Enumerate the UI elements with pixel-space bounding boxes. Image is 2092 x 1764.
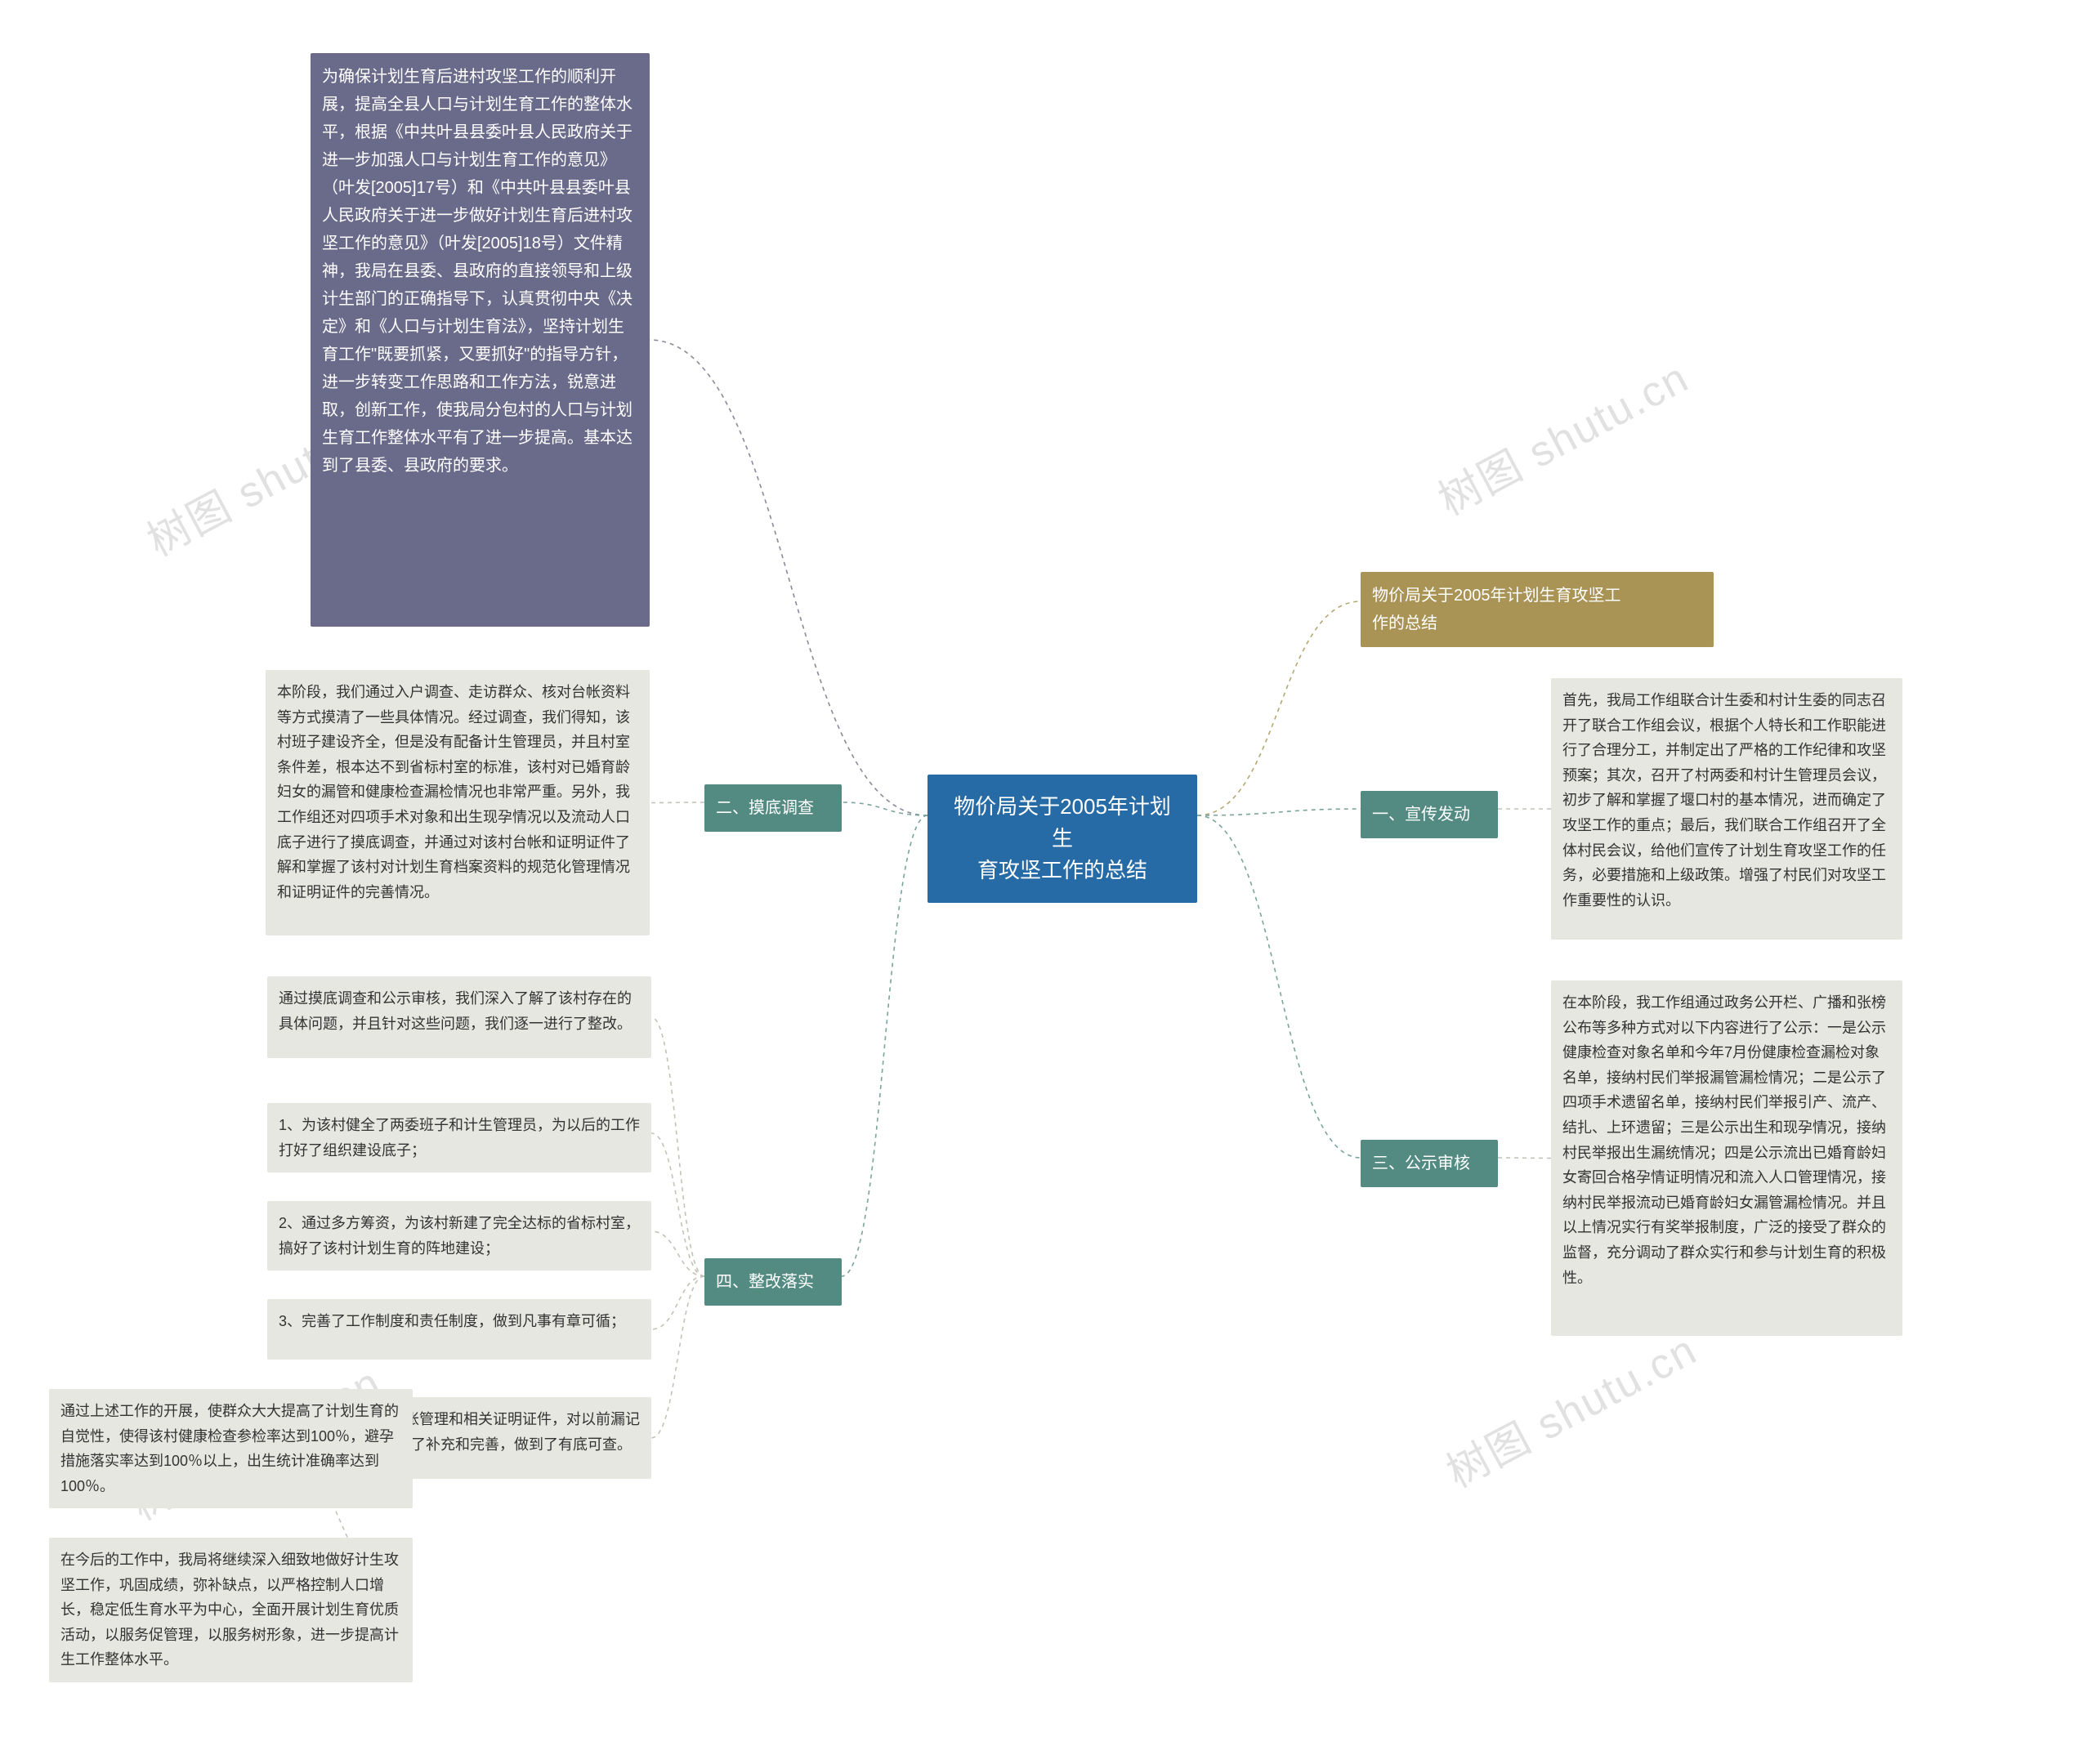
mindmap-canvas: 树图 shutu.cn树图 shutu.cn树图 shutu.cn树图 shut… [0, 0, 2092, 1764]
node-text: 3、完善了工作制度和责任制度，做到凡事有章可循； [279, 1313, 625, 1329]
node-text: 一、宣传发动 [1372, 806, 1470, 824]
connector [651, 1017, 704, 1276]
watermark: 树图 shutu.cn [1426, 344, 1698, 527]
node-text: 二、摸底调查 [716, 799, 814, 817]
connector [1197, 815, 1361, 1158]
connector [650, 802, 704, 803]
mindmap-node-s1: 一、宣传发动 [1361, 791, 1498, 838]
mindmap-node-s3d: 在本阶段，我工作组通过政务公开栏、广播和张榜公布等多种方式对以下内容进行了公示：… [1551, 980, 1902, 1336]
node-text: 在今后的工作中，我局将继续深入细致地做好计生攻坚工作，巩固成绩，弥补缺点，以严格… [60, 1552, 399, 1668]
connector [1197, 809, 1361, 815]
node-text: 物价局关于2005年计划生育攻坚工 作的总结 [1372, 587, 1621, 632]
node-text: 1、为该村健全了两委班子和计生管理员，为以后的工作打好了组织建设底子； [279, 1117, 640, 1159]
mindmap-node-s2d: 本阶段，我们通过入户调查、走访群众、核对台帐资料等方式摸清了一些具体情况。经过调… [266, 670, 650, 936]
mindmap-node-title_r: 物价局关于2005年计划生育攻坚工 作的总结 [1361, 572, 1714, 647]
node-text: 物价局关于2005年计划生 育攻坚工作的总结 [954, 794, 1171, 882]
node-text: 通过摸底调查和公示审核，我们深入了解了该村存在的具体问题，并且针对这些问题，我们… [279, 990, 632, 1032]
connector [1197, 601, 1361, 815]
watermark: 树图 shutu.cn [1434, 1316, 1706, 1499]
node-text: 本阶段，我们通过入户调查、走访群众、核对台帐资料等方式摸清了一些具体情况。经过调… [277, 684, 630, 900]
mindmap-node-s4p3: 3、完善了工作制度和责任制度，做到凡事有章可循； [267, 1299, 651, 1360]
connector [650, 340, 928, 815]
mindmap-node-s3: 三、公示审核 [1361, 1140, 1498, 1187]
mindmap-node-intro: 为确保计划生育后进村攻坚工作的顺利开展，提高全县人口与计划生育工作的整体水平，根… [311, 53, 650, 627]
mindmap-node-s4p2: 2、通过多方筹资，为该村新建了完全达标的省标村室，搞好了该村计划生育的阵地建设； [267, 1201, 651, 1271]
connector [651, 1276, 704, 1329]
connector [651, 1231, 704, 1276]
mindmap-node-s1d: 首先，我局工作组联合计生委和村计生委的同志召开了联合工作组会议，根据个人特长和工… [1551, 678, 1902, 940]
connector [842, 802, 928, 815]
node-text: 首先，我局工作组联合计生委和村计生委的同志召开了联合工作组会议，根据个人特长和工… [1562, 692, 1886, 909]
connector [1498, 1158, 1551, 1159]
connector [651, 1133, 704, 1276]
mindmap-node-s4: 四、整改落实 [704, 1258, 842, 1306]
connector [651, 1276, 704, 1438]
mindmap-node-root: 物价局关于2005年计划生 育攻坚工作的总结 [928, 775, 1197, 903]
mindmap-node-s2: 二、摸底调查 [704, 784, 842, 832]
node-text: 通过上述工作的开展，使群众大大提高了计划生育的自觉性，使得该村健康检查参检率达到… [60, 1403, 399, 1494]
node-text: 在本阶段，我工作组通过政务公开栏、广播和张榜公布等多种方式对以下内容进行了公示：… [1562, 994, 1886, 1286]
mindmap-node-s4c2: 在今后的工作中，我局将继续深入细致地做好计生攻坚工作，巩固成绩，弥补缺点，以严格… [49, 1538, 413, 1682]
mindmap-node-s4c1: 通过上述工作的开展，使群众大大提高了计划生育的自觉性，使得该村健康检查参检率达到… [49, 1389, 413, 1508]
node-text: 为确保计划生育后进村攻坚工作的顺利开展，提高全县人口与计划生育工作的整体水平，根… [322, 68, 633, 475]
mindmap-node-s4p1: 1、为该村健全了两委班子和计生管理员，为以后的工作打好了组织建设底子； [267, 1103, 651, 1172]
node-text: 三、公示审核 [1372, 1154, 1470, 1172]
mindmap-node-s4intro: 通过摸底调查和公示审核，我们深入了解了该村存在的具体问题，并且针对这些问题，我们… [267, 976, 651, 1058]
node-text: 2、通过多方筹资，为该村新建了完全达标的省标村室，搞好了该村计划生育的阵地建设； [279, 1215, 640, 1257]
connector [842, 815, 928, 1276]
node-text: 四、整改落实 [716, 1273, 814, 1291]
